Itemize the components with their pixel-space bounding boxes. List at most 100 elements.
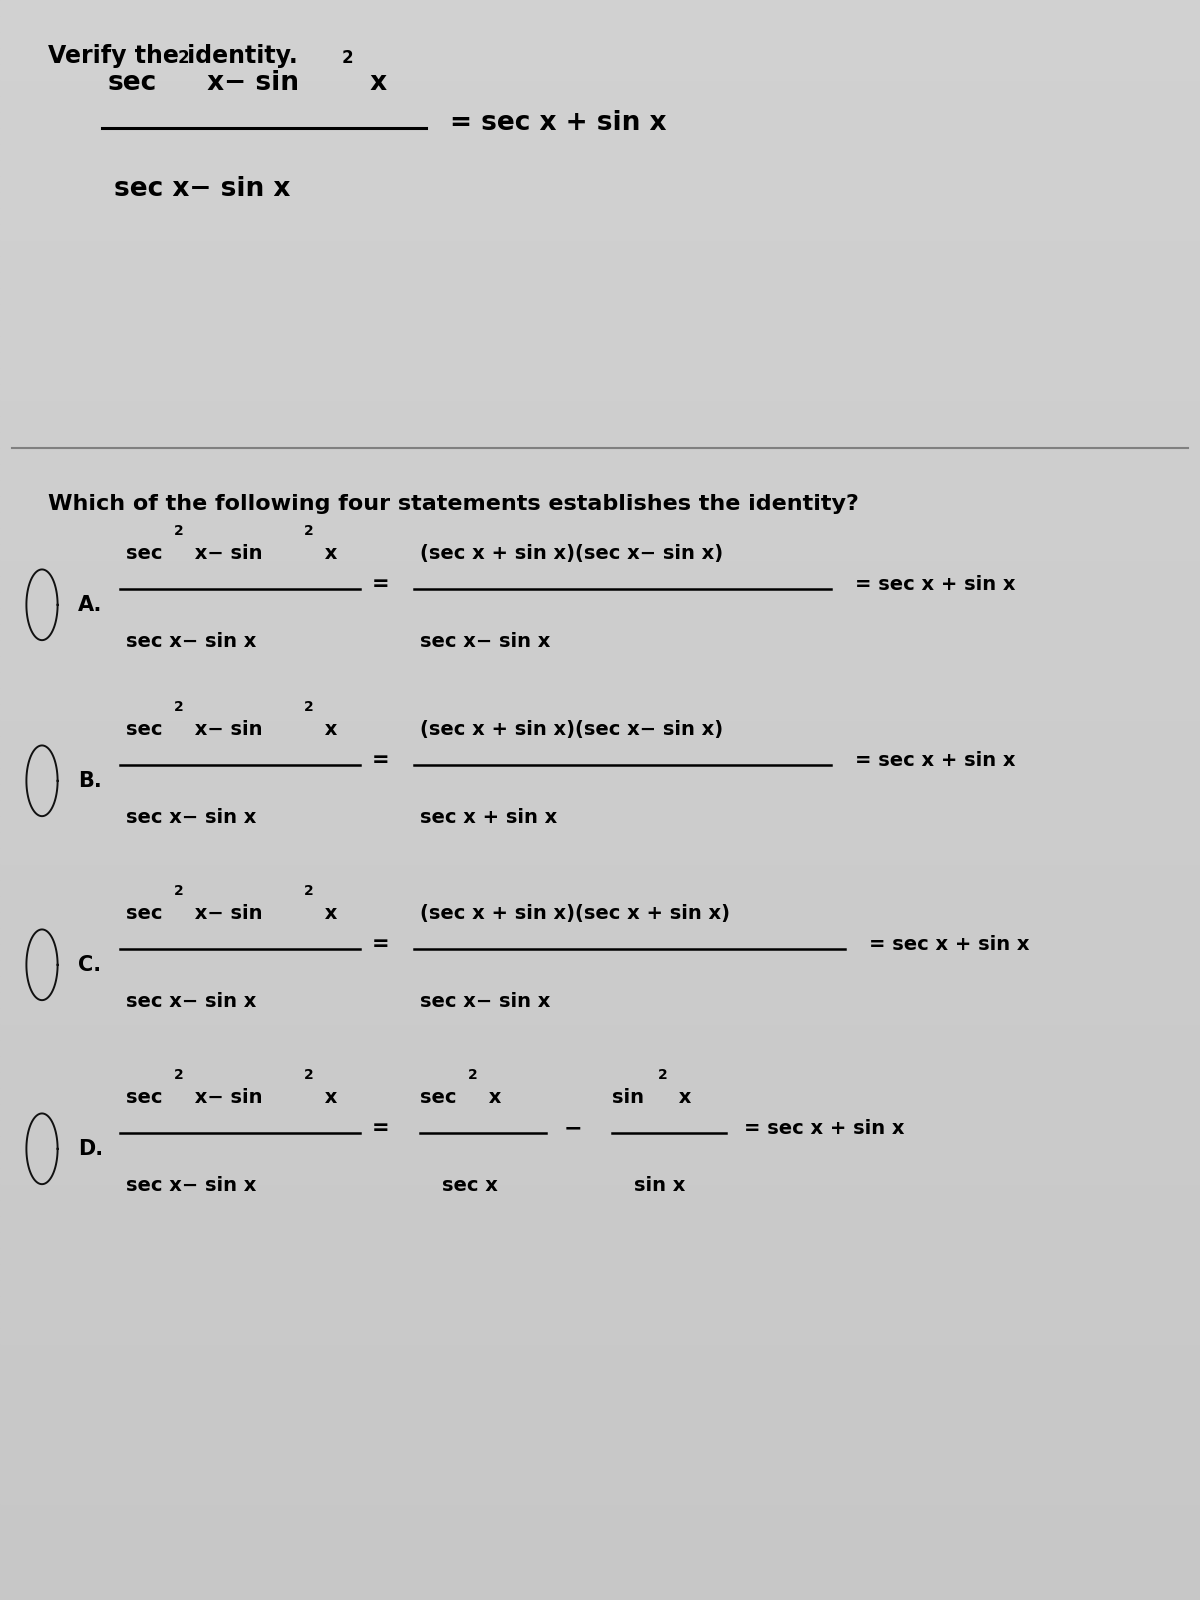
Text: =: = [372, 1118, 390, 1138]
Text: = sec x + sin x: = sec x + sin x [869, 934, 1030, 954]
Bar [0, 560, 1200, 576]
Text: Verify the identity.: Verify the identity. [48, 43, 298, 67]
Bar [0, 736, 1200, 752]
Bar [0, 1008, 1200, 1024]
Text: x: x [672, 1088, 691, 1107]
Bar [0, 1152, 1200, 1168]
Text: sec x− sin x: sec x− sin x [126, 808, 257, 827]
Text: =: = [372, 750, 390, 770]
Bar [0, 608, 1200, 624]
Bar [0, 880, 1200, 896]
Text: sec x: sec x [442, 1176, 498, 1195]
Bar [0, 544, 1200, 560]
Bar [0, 1168, 1200, 1184]
Text: sec: sec [126, 1088, 162, 1107]
Text: x: x [318, 720, 337, 739]
Bar [0, 1296, 1200, 1312]
Bar [0, 480, 1200, 496]
Text: = sec x + sin x: = sec x + sin x [854, 574, 1015, 594]
Bar [0, 240, 1200, 256]
Bar [0, 368, 1200, 384]
Bar [0, 224, 1200, 240]
Bar [0, 320, 1200, 336]
Text: = sec x + sin x: = sec x + sin x [854, 750, 1015, 770]
Text: x: x [482, 1088, 502, 1107]
Bar [0, 176, 1200, 192]
Bar [0, 352, 1200, 368]
Bar [0, 1264, 1200, 1280]
Text: sec x− sin x: sec x− sin x [126, 632, 257, 651]
Text: sec x− sin x: sec x− sin x [420, 992, 551, 1011]
Text: sec x− sin x: sec x− sin x [126, 1176, 257, 1195]
Bar [0, 192, 1200, 208]
Bar [0, 1568, 1200, 1584]
Text: 2: 2 [304, 699, 313, 714]
Text: x: x [318, 904, 337, 923]
Bar [0, 688, 1200, 704]
Bar [0, 912, 1200, 928]
Text: 2: 2 [174, 523, 184, 538]
Bar [0, 528, 1200, 544]
Text: 2: 2 [304, 1067, 313, 1082]
Bar [0, 1392, 1200, 1408]
Text: 2: 2 [174, 1067, 184, 1082]
Bar [0, 960, 1200, 976]
Bar [0, 416, 1200, 432]
Bar [0, 1360, 1200, 1376]
Text: sec x− sin x: sec x− sin x [420, 632, 551, 651]
Text: 2: 2 [304, 523, 313, 538]
Text: sin: sin [612, 1088, 644, 1107]
Bar [0, 1472, 1200, 1488]
Text: x− sin: x− sin [188, 904, 263, 923]
Bar [0, 336, 1200, 352]
Bar [0, 448, 1200, 464]
Bar [0, 1040, 1200, 1056]
Text: sec x− sin x: sec x− sin x [114, 176, 290, 202]
Bar [0, 384, 1200, 400]
Bar [0, 624, 1200, 640]
Text: 2: 2 [174, 699, 184, 714]
Text: 2: 2 [304, 883, 313, 898]
Text: (sec x + sin x)(sec x + sin x): (sec x + sin x)(sec x + sin x) [420, 904, 730, 923]
Text: x− sin: x− sin [188, 544, 263, 563]
Bar [0, 400, 1200, 416]
Bar [0, 144, 1200, 160]
Bar [0, 464, 1200, 480]
Bar [0, 1440, 1200, 1456]
Text: sin x: sin x [634, 1176, 685, 1195]
Bar [0, 640, 1200, 656]
Bar [0, 1136, 1200, 1152]
Text: A.: A. [78, 595, 102, 614]
Bar [0, 288, 1200, 304]
Bar [0, 512, 1200, 528]
Text: x− sin: x− sin [188, 720, 263, 739]
Text: 2: 2 [342, 50, 354, 67]
Bar [0, 1552, 1200, 1568]
Bar [0, 976, 1200, 992]
Bar [0, 832, 1200, 848]
Bar [0, 304, 1200, 320]
Bar [0, 704, 1200, 720]
Text: D.: D. [78, 1139, 103, 1158]
Bar [0, 1232, 1200, 1248]
Bar [0, 944, 1200, 960]
Text: −: − [564, 1118, 583, 1138]
Bar [0, 112, 1200, 128]
Text: x: x [318, 544, 337, 563]
Text: sec: sec [126, 544, 162, 563]
Text: B.: B. [78, 771, 102, 790]
Bar [0, 864, 1200, 880]
Bar [0, 208, 1200, 224]
Bar [0, 1488, 1200, 1504]
Bar [0, 992, 1200, 1008]
Bar [0, 784, 1200, 800]
Bar [0, 1200, 1200, 1216]
Bar [0, 816, 1200, 832]
Bar [0, 64, 1200, 80]
Text: x− sin: x− sin [188, 1088, 263, 1107]
Bar [0, 32, 1200, 48]
Bar [0, 1424, 1200, 1440]
Text: x− sin: x− sin [198, 70, 299, 96]
Text: C.: C. [78, 955, 101, 974]
Text: sec: sec [126, 720, 162, 739]
